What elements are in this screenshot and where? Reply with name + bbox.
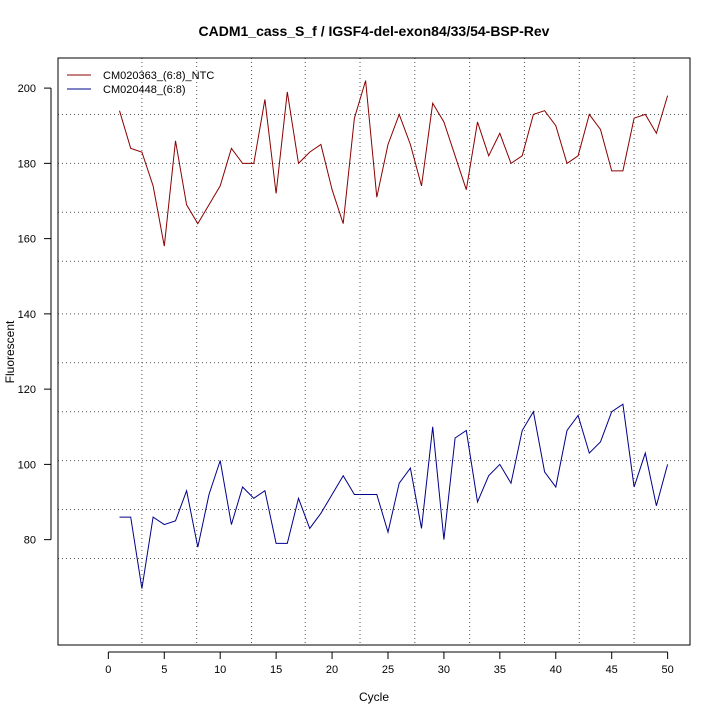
x-tick-label-5: 5 [161,664,167,676]
x-axis-label: Cycle [359,690,389,704]
x-tick-label-0: 0 [105,664,111,676]
y-axis-label: Fluorescent [3,320,17,383]
chart-title: CADM1_cass_S_f / IGSF4-del-exon84/33/54-… [199,23,550,39]
y-tick-label-160: 160 [18,234,36,246]
x-tick-label-20: 20 [326,664,338,676]
x-tick-label-30: 30 [438,664,450,676]
x-tick-label-15: 15 [270,664,282,676]
y-tick-label-100: 100 [18,459,36,471]
legend-label-2: CM020448_(6:8) [103,84,186,96]
y-tick-label-120: 120 [18,384,36,396]
legend: CM020363_(6:8)_NTC CM020448_(6:8) [67,70,214,96]
y-tick-label-140: 140 [18,309,36,321]
x-axis: 0 5 10 15 20 25 30 35 40 45 50 [105,651,674,676]
series-lines [119,80,669,589]
grid-lines [58,58,690,645]
x-tick-label-25: 25 [382,664,394,676]
series-line-1 [119,80,669,247]
y-tick-label-80: 80 [24,535,36,547]
y-tick-label-180: 180 [18,158,36,170]
x-tick-label-35: 35 [494,664,506,676]
y-tick-label-200: 200 [18,83,36,95]
legend-label-1: CM020363_(6:8)_NTC [103,70,214,82]
plot-frame [57,57,691,646]
series-line-2 [119,403,669,589]
x-tick-label-10: 10 [214,664,226,676]
x-tick-label-50: 50 [662,664,674,676]
x-tick-label-45: 45 [606,664,618,676]
x-tick-label-40: 40 [550,664,562,676]
y-axis: 80 100 120 140 160 180 200 [18,83,52,547]
